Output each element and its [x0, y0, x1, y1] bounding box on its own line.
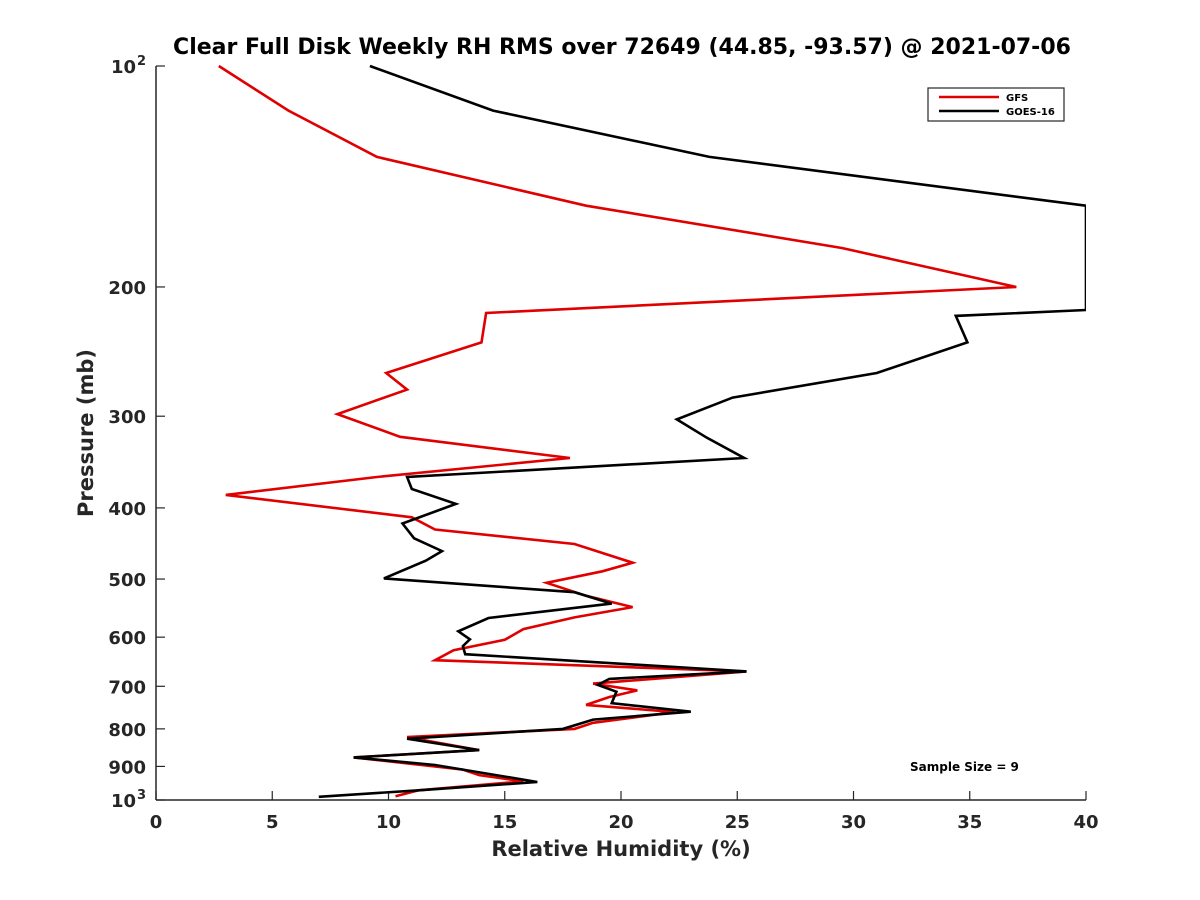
x-tick-label: 40 — [1073, 812, 1098, 833]
y-tick-label: 10 — [111, 791, 136, 812]
legend: GFS GOES-16 — [927, 87, 1065, 122]
y-tick-label: 400 — [108, 499, 146, 520]
x-tick-label: 15 — [492, 812, 517, 833]
x-axis-title: Relative Humidity (%) — [491, 837, 750, 861]
x-tick-label: 10 — [376, 812, 401, 833]
x-tick-label: 25 — [725, 812, 750, 833]
legend-label-gfs: GFS — [1006, 93, 1028, 104]
y-tick-label: 500 — [108, 570, 146, 591]
legend-box — [927, 87, 1065, 122]
x-tick-label: 30 — [841, 812, 866, 833]
series-line-goes16 — [318, 64, 1086, 799]
series-line-gfs — [218, 64, 1017, 798]
x-tick-label: 5 — [266, 812, 279, 833]
series-lines — [218, 64, 1086, 799]
y-tick-label: 700 — [108, 677, 146, 698]
y-tick-label: 300 — [108, 407, 146, 428]
plot-area — [155, 66, 1086, 801]
y-tick-label: 200 — [108, 278, 146, 299]
x-axis-ticks: 0 5 10 15 20 25 30 35 40 — [150, 791, 1099, 833]
chart-title: Clear Full Disk Weekly RH RMS over 72649… — [173, 35, 1071, 60]
y-axis-title: Pressure (mb) — [74, 349, 98, 517]
x-tick-label: 35 — [957, 812, 982, 833]
legend-label-goes16: GOES-16 — [1006, 107, 1055, 118]
x-tick-label: 0 — [150, 812, 163, 833]
y-tick-exponent: 3 — [137, 788, 146, 803]
y-tick-label: 600 — [108, 628, 146, 649]
x-tick-label: 20 — [608, 812, 633, 833]
y-tick-label: 900 — [108, 757, 146, 778]
y-tick-label: 10 — [111, 57, 136, 78]
y-tick-exponent: 2 — [137, 54, 146, 69]
sample-size-annotation: Sample Size = 9 — [910, 760, 1019, 774]
y-tick-label: 800 — [108, 720, 146, 741]
